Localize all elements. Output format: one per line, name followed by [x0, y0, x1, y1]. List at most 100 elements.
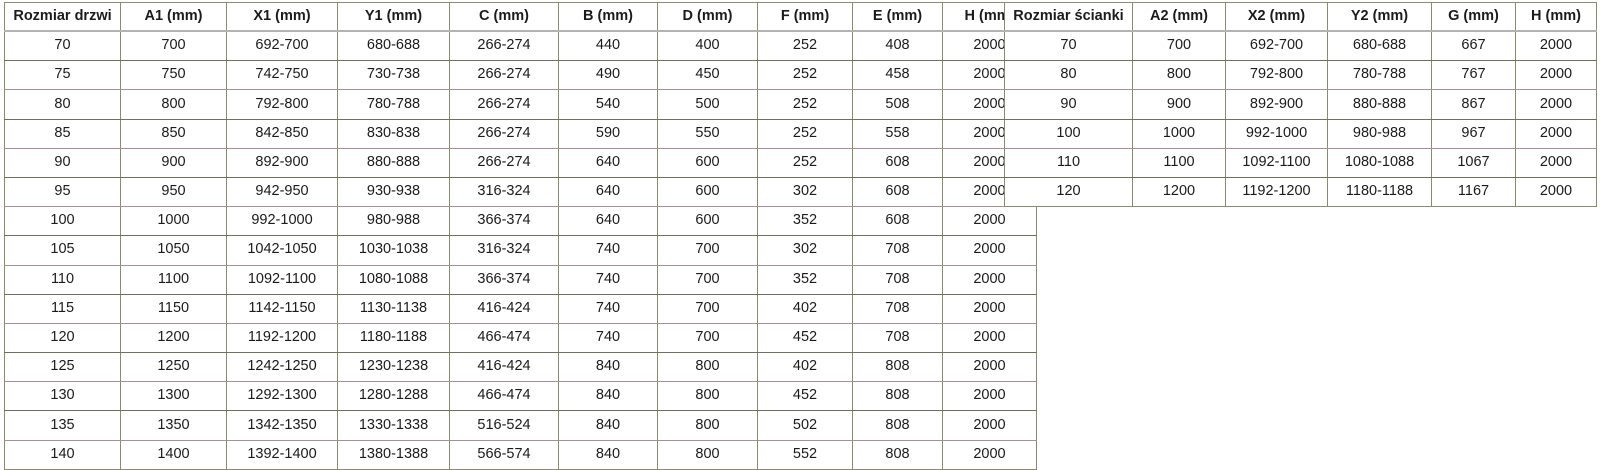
cell: 1100 — [120, 264, 227, 295]
door-size-table-head: Rozmiar drzwi A1 (mm) X1 (mm) Y1 (mm) C … — [4, 2, 1037, 32]
cell: 1200 — [1132, 176, 1226, 208]
cell: 640 — [558, 176, 658, 208]
cell: 900 — [120, 147, 227, 178]
cell: 792-800 — [1225, 60, 1328, 91]
table-row: 105 1050 1042-1050 1030-1038 316-324 740 700 30… — [4, 235, 1037, 266]
cell: 700 — [657, 264, 758, 295]
cell: 408 — [852, 30, 943, 62]
cell: 700 — [657, 322, 758, 354]
cell: 2000 — [1515, 147, 1597, 178]
column-header-x1: X1 (mm) — [226, 2, 338, 32]
cell: 608 — [852, 176, 943, 208]
cell: 402 — [757, 352, 853, 383]
cell: 708 — [852, 293, 943, 324]
cell: 2000 — [942, 410, 1037, 441]
cell: 880-888 — [337, 147, 450, 178]
cell: 950 — [120, 176, 227, 208]
cell: 85 — [4, 118, 121, 149]
cell: 1000 — [1132, 118, 1226, 149]
cell: 1180-1188 — [1327, 176, 1432, 208]
cell: 115 — [4, 293, 121, 324]
cell: 708 — [852, 264, 943, 295]
cell: 1350 — [120, 410, 227, 441]
cell: 867 — [1431, 89, 1516, 120]
cell: 2000 — [942, 264, 1037, 295]
cell: 600 — [657, 176, 758, 208]
cell: 352 — [757, 206, 853, 237]
cell: 502 — [757, 410, 853, 441]
table-row: 95 950 942-950 930-938 316-324 640 600 302 608 20… — [4, 176, 1037, 208]
cell: 100 — [4, 206, 121, 237]
cell: 742-750 — [226, 60, 338, 91]
cell: 125 — [4, 352, 121, 383]
cell: 2000 — [942, 293, 1037, 324]
cell: 252 — [757, 60, 853, 91]
cell: 2000 — [1515, 176, 1597, 208]
column-header-e: E (mm) — [852, 2, 943, 32]
table-row: 80 800 792-800 780-788 767 2000 — [1004, 60, 1597, 91]
column-header-x2: X2 (mm) — [1225, 2, 1328, 32]
cell: 942-950 — [226, 176, 338, 208]
table-row: 70 700 692-700 680-688 266-274 440 400 252 408 20… — [4, 30, 1037, 62]
cell: 980-988 — [1327, 118, 1432, 149]
column-header-a1: A1 (mm) — [120, 2, 227, 32]
cell: 1292-1300 — [226, 381, 338, 412]
cell: 466-474 — [449, 322, 559, 354]
cell: 1192-1200 — [1225, 176, 1328, 208]
cell: 600 — [657, 147, 758, 178]
cell: 1200 — [120, 322, 227, 354]
cell: 1192-1200 — [226, 322, 338, 354]
cell: 640 — [558, 206, 658, 237]
cell: 110 — [1004, 147, 1133, 178]
cell: 1280-1288 — [337, 381, 450, 412]
cell: 750 — [120, 60, 227, 91]
cell: 500 — [657, 89, 758, 120]
door-size-table: Rozmiar drzwi A1 (mm) X1 (mm) Y1 (mm) C … — [4, 2, 1037, 470]
cell: 980-988 — [337, 206, 450, 237]
cell: 1330-1338 — [337, 410, 450, 441]
column-header-f: F (mm) — [757, 2, 853, 32]
cell: 366-374 — [449, 206, 559, 237]
cell: 992-1000 — [226, 206, 338, 237]
cell: 1230-1238 — [337, 352, 450, 383]
cell: 140 — [4, 439, 121, 470]
cell: 800 — [657, 381, 758, 412]
cell: 808 — [852, 410, 943, 441]
cell: 266-274 — [449, 30, 559, 62]
cell: 800 — [657, 439, 758, 470]
cell: 708 — [852, 235, 943, 266]
cell: 1180-1188 — [337, 322, 450, 354]
cell: 252 — [757, 118, 853, 149]
column-header-d: D (mm) — [657, 2, 758, 32]
column-header-y1: Y1 (mm) — [337, 2, 450, 32]
cell: 366-374 — [449, 264, 559, 295]
table-header-row: Rozmiar ścianki A2 (mm) X2 (mm) Y2 (mm) … — [1004, 2, 1597, 32]
table-row: 75 750 742-750 730-738 266-274 490 450 252 458 20… — [4, 60, 1037, 91]
cell: 110 — [4, 264, 121, 295]
cell: 316-324 — [449, 176, 559, 208]
table-row: 120 1200 1192-1200 1180-1188 466-474 740 700 45… — [4, 322, 1037, 354]
cell: 252 — [757, 30, 853, 62]
table-row: 90 900 892-900 880-888 867 2000 — [1004, 89, 1597, 120]
cell: 1400 — [120, 439, 227, 470]
cell: 992-1000 — [1225, 118, 1328, 149]
cell: 780-788 — [337, 89, 450, 120]
cell: 1050 — [120, 235, 227, 266]
cell: 2000 — [1515, 118, 1597, 149]
table-row: 110 1100 1092-1100 1080-1088 366-374 740 700 35… — [4, 264, 1037, 295]
table-row: 120 1200 1192-1200 1180-1188 1167 2000 — [1004, 176, 1597, 208]
cell: 402 — [757, 293, 853, 324]
cell: 1080-1088 — [337, 264, 450, 295]
cell: 1167 — [1431, 176, 1516, 208]
cell: 540 — [558, 89, 658, 120]
cell: 80 — [1004, 60, 1133, 91]
cell: 466-474 — [449, 381, 559, 412]
cell: 120 — [1004, 176, 1133, 208]
column-header-c: C (mm) — [449, 2, 559, 32]
cell: 75 — [4, 60, 121, 91]
cell: 508 — [852, 89, 943, 120]
cell: 808 — [852, 352, 943, 383]
cell: 266-274 — [449, 147, 559, 178]
cell: 70 — [4, 30, 121, 62]
cell: 450 — [657, 60, 758, 91]
